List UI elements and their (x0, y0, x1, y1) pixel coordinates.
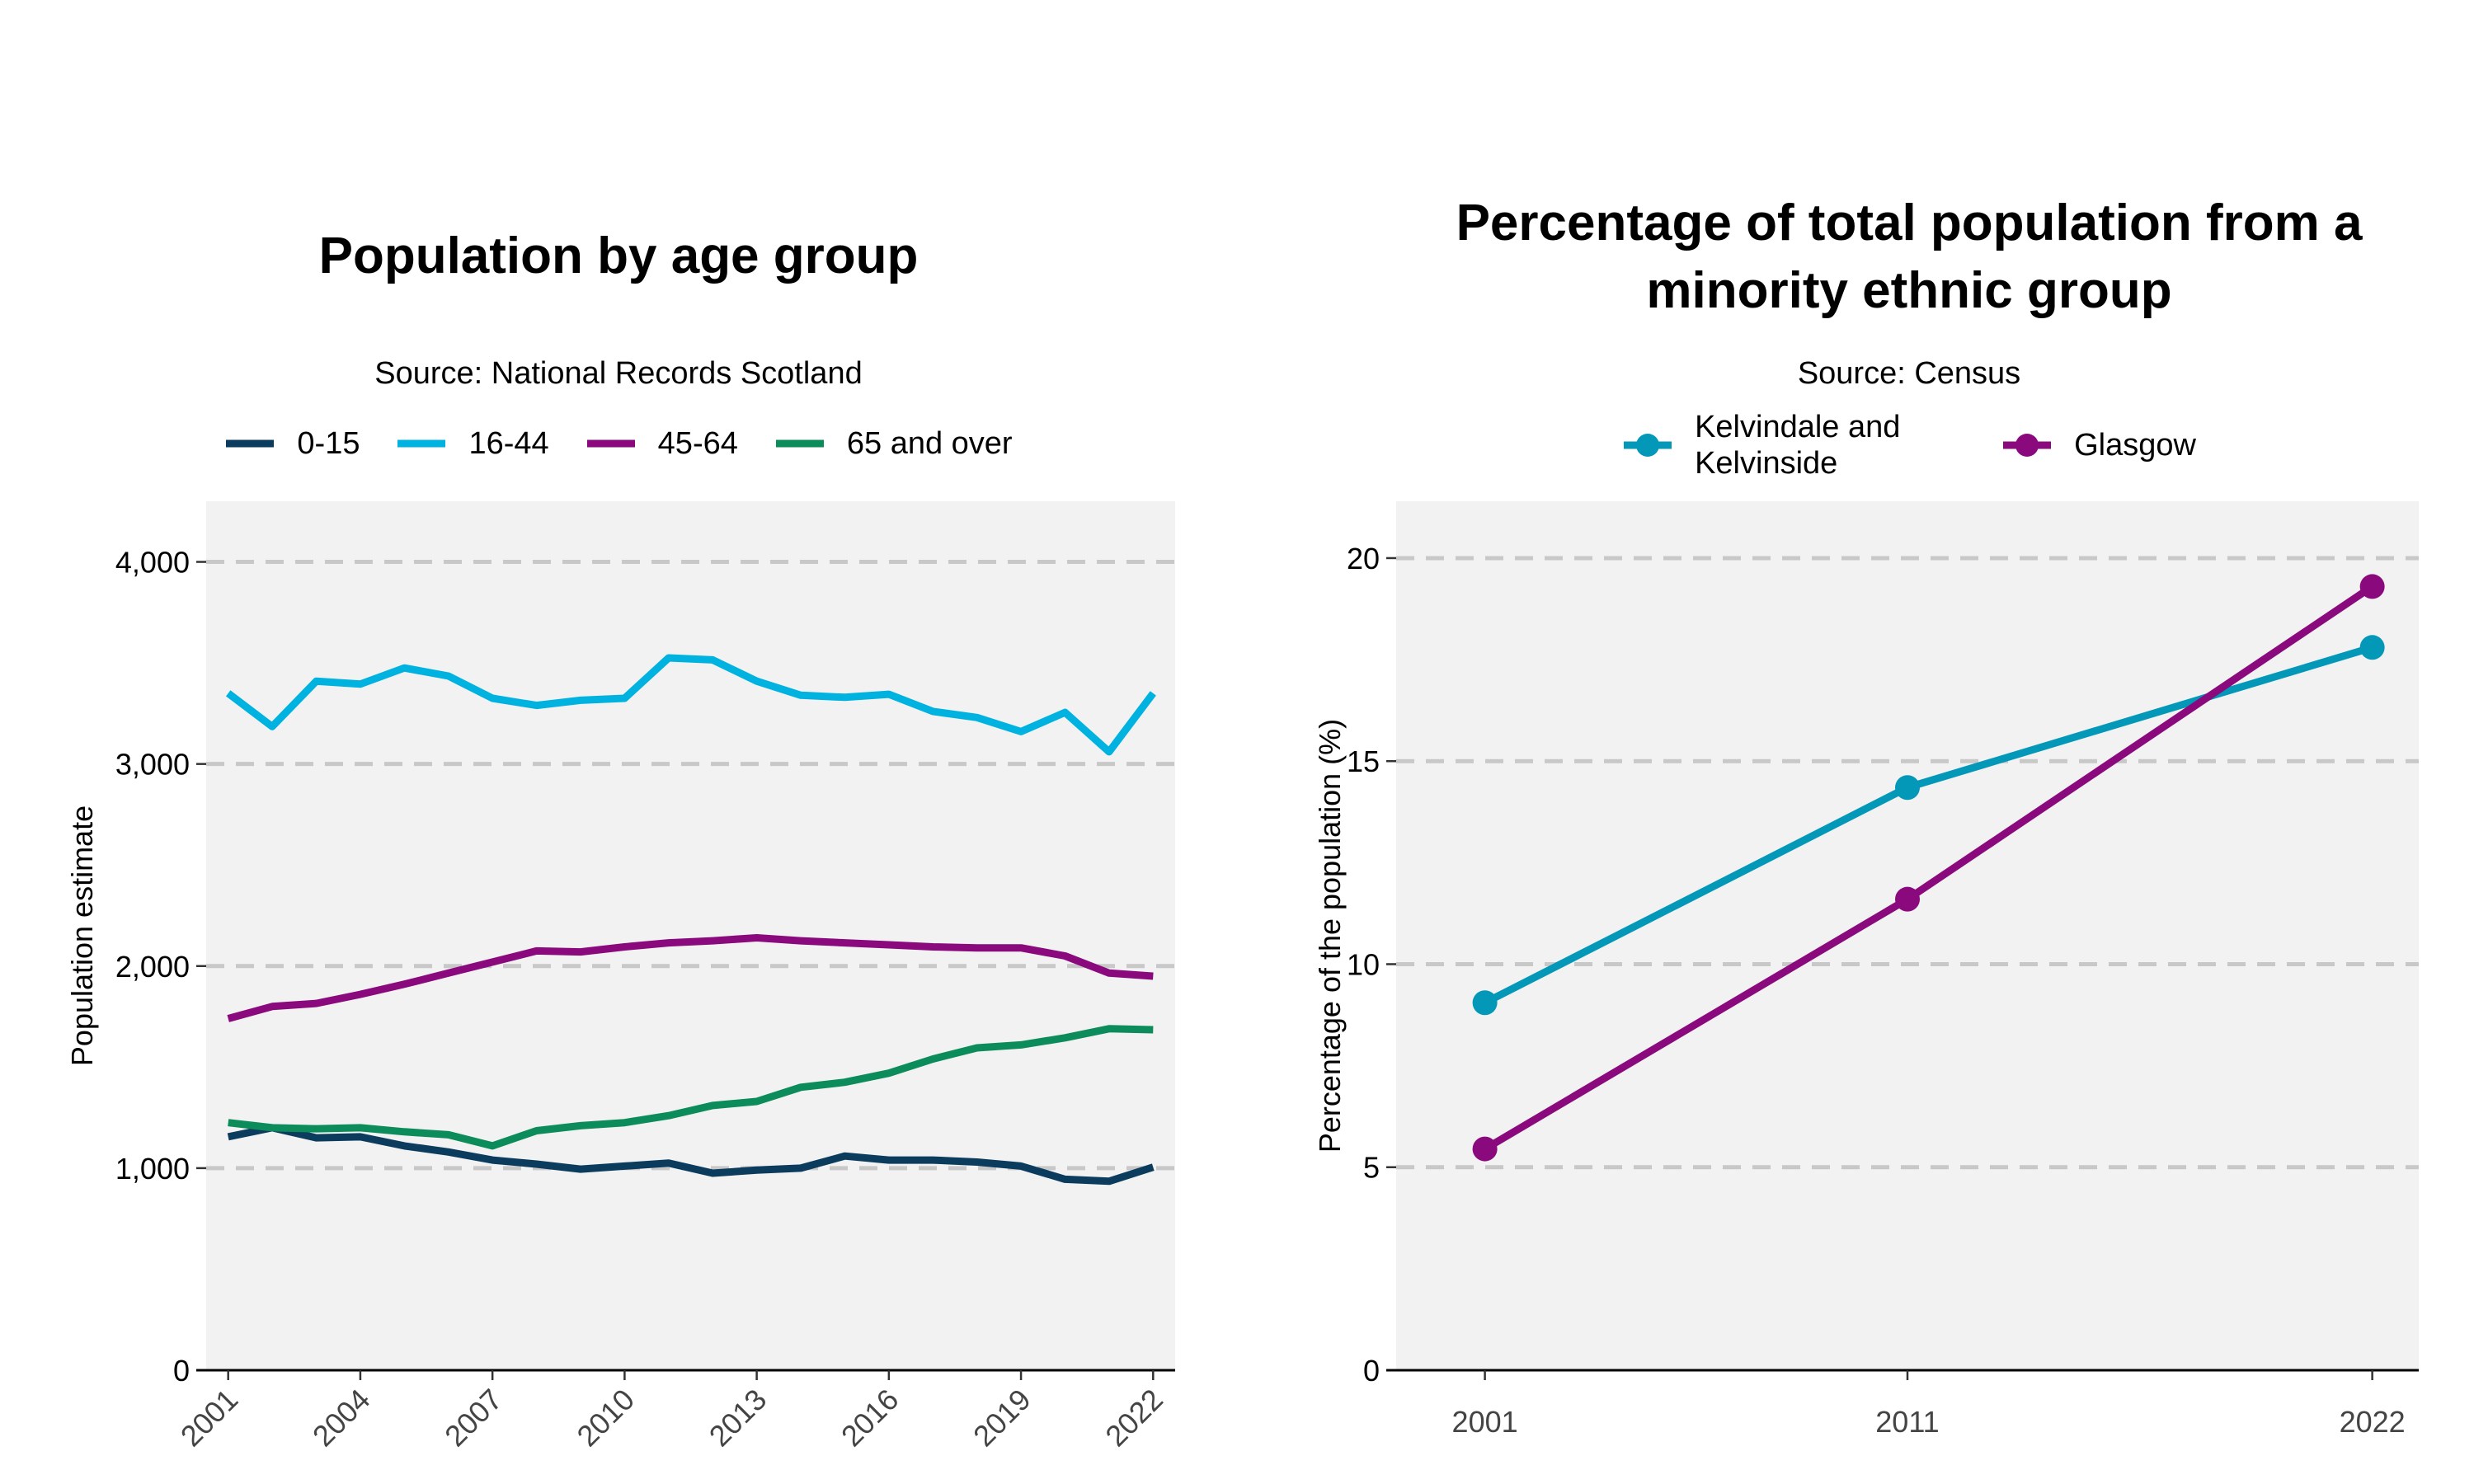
y-tick-label: 0 (1363, 1354, 1380, 1388)
data-point-glasgow (1472, 1136, 1498, 1162)
ethnic-group-chart-panel: Percentage of total population from a mi… (1237, 0, 2474, 1484)
y-tick-label: 5 (1363, 1151, 1380, 1185)
legend-label: 45-64 (657, 426, 738, 461)
y-tick-label: 20 (1347, 542, 1380, 575)
y-tick-label: 10 (1347, 947, 1380, 981)
data-point-kelvindale-and-kelvinside (2359, 635, 2385, 660)
legend-item-65-and-over: 65 and over (774, 425, 1013, 462)
legend-item-glasgow: Glasgow (2001, 427, 2196, 463)
data-point-glasgow (2359, 574, 2385, 599)
legend-item-0-15: 0-15 (224, 425, 360, 462)
legend-key-0-15 (226, 439, 275, 448)
legend-key-65-and-over (775, 439, 824, 448)
y-tick-label: 3,000 (115, 748, 190, 782)
chart-subtitle: Source: Census (1797, 356, 2021, 391)
chart-title: Population by age group (318, 228, 919, 284)
legend-key-16-44 (397, 439, 446, 448)
data-point-kelvindale-and-kelvinside (1895, 775, 1920, 801)
x-tick-label: 2001 (174, 1383, 245, 1453)
y-axis-title: Population estimate (65, 805, 99, 1066)
x-tick-label: 2013 (703, 1383, 774, 1453)
legend-key-kelvindale-and-kelvinside (1624, 434, 1672, 457)
legend-key-glasgow (2003, 434, 2052, 457)
age-group-plot: 0 1,000 2,000 3,000 4,000 2001 2004 2007 2010 201… (65, 501, 1175, 1453)
x-tick-label: 2007 (438, 1383, 509, 1453)
data-point-kelvindale-and-kelvinside (1472, 990, 1498, 1016)
y-tick-label: 1,000 (115, 1152, 190, 1186)
legend-label: 16-44 (468, 426, 549, 461)
legend-item-16-44: 16-44 (396, 425, 549, 462)
legend-item-45-64: 45-64 (586, 425, 738, 462)
x-tick-label: 2010 (570, 1383, 641, 1453)
chart-legend: Kelvindale and Kelvinside Glasgow (1369, 409, 2449, 481)
legend-label: Kelvindale and Kelvinside (1695, 410, 1901, 481)
age-group-chart-panel: Population by age group Source: National… (0, 228, 1237, 1453)
x-tick-label: 2004 (306, 1383, 377, 1453)
y-tick-label: 4,000 (115, 546, 190, 580)
legend-label: 65 and over (846, 426, 1013, 461)
x-tick-label: 2022 (2340, 1405, 2406, 1439)
series-line-16-44 (225, 654, 1156, 756)
plot-background (206, 501, 1175, 1370)
legend-label: Glasgow (2074, 428, 2196, 463)
y-tick-label: 2,000 (115, 950, 190, 984)
series-line-45-64 (227, 934, 1154, 1022)
x-tick-label: 2011 (1875, 1405, 1939, 1439)
legend-item-kelvindale-and-kelvinside: Kelvindale and Kelvinside (1622, 409, 1942, 481)
plot-background (1396, 501, 2419, 1370)
ethnic-group-plot: 0 5 10 15 20 2001 2011 2022 Percentage of the po… (1313, 501, 2419, 1439)
y-axis-title: Percentage of the population (%) (1313, 719, 1347, 1153)
x-tick-label: 2019 (967, 1383, 1037, 1453)
legend-label: 0-15 (297, 426, 360, 461)
legend-key-45-64 (586, 439, 635, 448)
x-tick-label: 2022 (1098, 1383, 1169, 1453)
series-line-65-and-over (228, 1025, 1154, 1150)
y-tick-label: 15 (1347, 744, 1380, 778)
chart-title: Percentage of total population from a mi… (1456, 195, 2363, 319)
chart-subtitle: Source: National Records Scotland (374, 356, 863, 391)
y-tick-label: 0 (173, 1354, 190, 1388)
chart-legend: 0-15 16-44 45-64 65 and over (0, 425, 1237, 462)
x-tick-label: 2016 (835, 1383, 905, 1453)
series-line-0-15 (227, 1124, 1155, 1186)
x-tick-label: 2001 (1452, 1405, 1518, 1439)
data-point-glasgow (1895, 886, 1920, 912)
